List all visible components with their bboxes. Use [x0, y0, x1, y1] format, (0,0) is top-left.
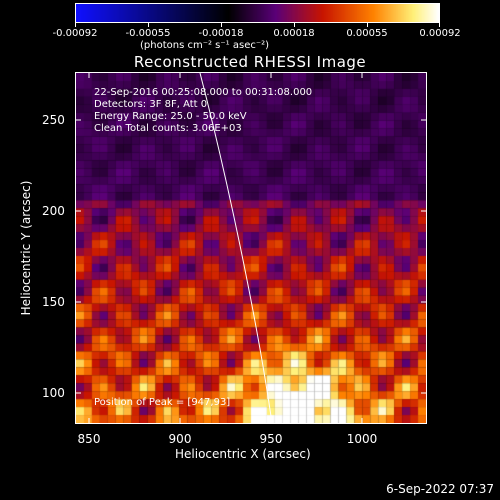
detectors-text: Detectors: 3F 8F, Att 0 — [94, 99, 208, 110]
colorbar-tick — [75, 22, 76, 27]
colorbar-frame — [75, 3, 440, 23]
method-counts-text: Clean Total counts: 3.06E+03 — [94, 123, 242, 134]
colorbar-tick-label: 0.00092 — [419, 28, 461, 39]
timestamp: 6-Sep-2022 07:37 — [386, 482, 494, 496]
limb-curve — [199, 73, 273, 423]
colorbar-tick — [221, 22, 222, 27]
plot-title: Reconstructed RHESSI Image — [133, 53, 367, 71]
x-tick-label: 950 — [259, 432, 283, 446]
x-tick-label: 850 — [77, 432, 101, 446]
colorbar-tick-label: -0.00055 — [125, 28, 171, 39]
y-tick-label: 250 — [42, 113, 65, 127]
time-range-text: 22-Sep-2016 00:25:08.000 to 00:31:08.000 — [94, 87, 313, 98]
y-tick-label: 150 — [42, 295, 65, 309]
colorbar-tick-label: 0.00018 — [273, 28, 315, 39]
y-tick-label: 100 — [42, 386, 65, 400]
x-tick-label: 1000 — [346, 432, 378, 446]
y-axis-label: Heliocentric Y (arcsec) — [19, 180, 33, 316]
rhessi-heatmap — [76, 73, 426, 423]
y-tick-label: 200 — [42, 204, 65, 218]
colorbar-tick — [439, 22, 440, 27]
x-axis-label: Heliocentric X (arcsec) — [175, 447, 311, 461]
colorbar-tick — [148, 22, 149, 27]
colorbar-units: (photons cm⁻² s⁻¹ asec⁻²) — [140, 40, 270, 51]
colorbar-tick-label: -0.00092 — [52, 28, 98, 39]
energy-range-text: Energy Range: 25.0 - 50.0 keV — [94, 111, 247, 122]
peak-position-text: Position of Peak = [947,93] — [94, 397, 231, 408]
colorbar-tick-label: -0.00018 — [198, 28, 244, 39]
colorbar-tick — [294, 22, 295, 27]
colorbar-tick-label: 0.00055 — [346, 28, 388, 39]
x-tick-label: 900 — [168, 432, 192, 446]
colorbar-tick — [367, 22, 368, 27]
colorbar — [76, 4, 439, 22]
rhessi-image-plot[interactable]: 22-Sep-2016 00:25:08.000 to 00:31:08.000… — [75, 72, 427, 424]
